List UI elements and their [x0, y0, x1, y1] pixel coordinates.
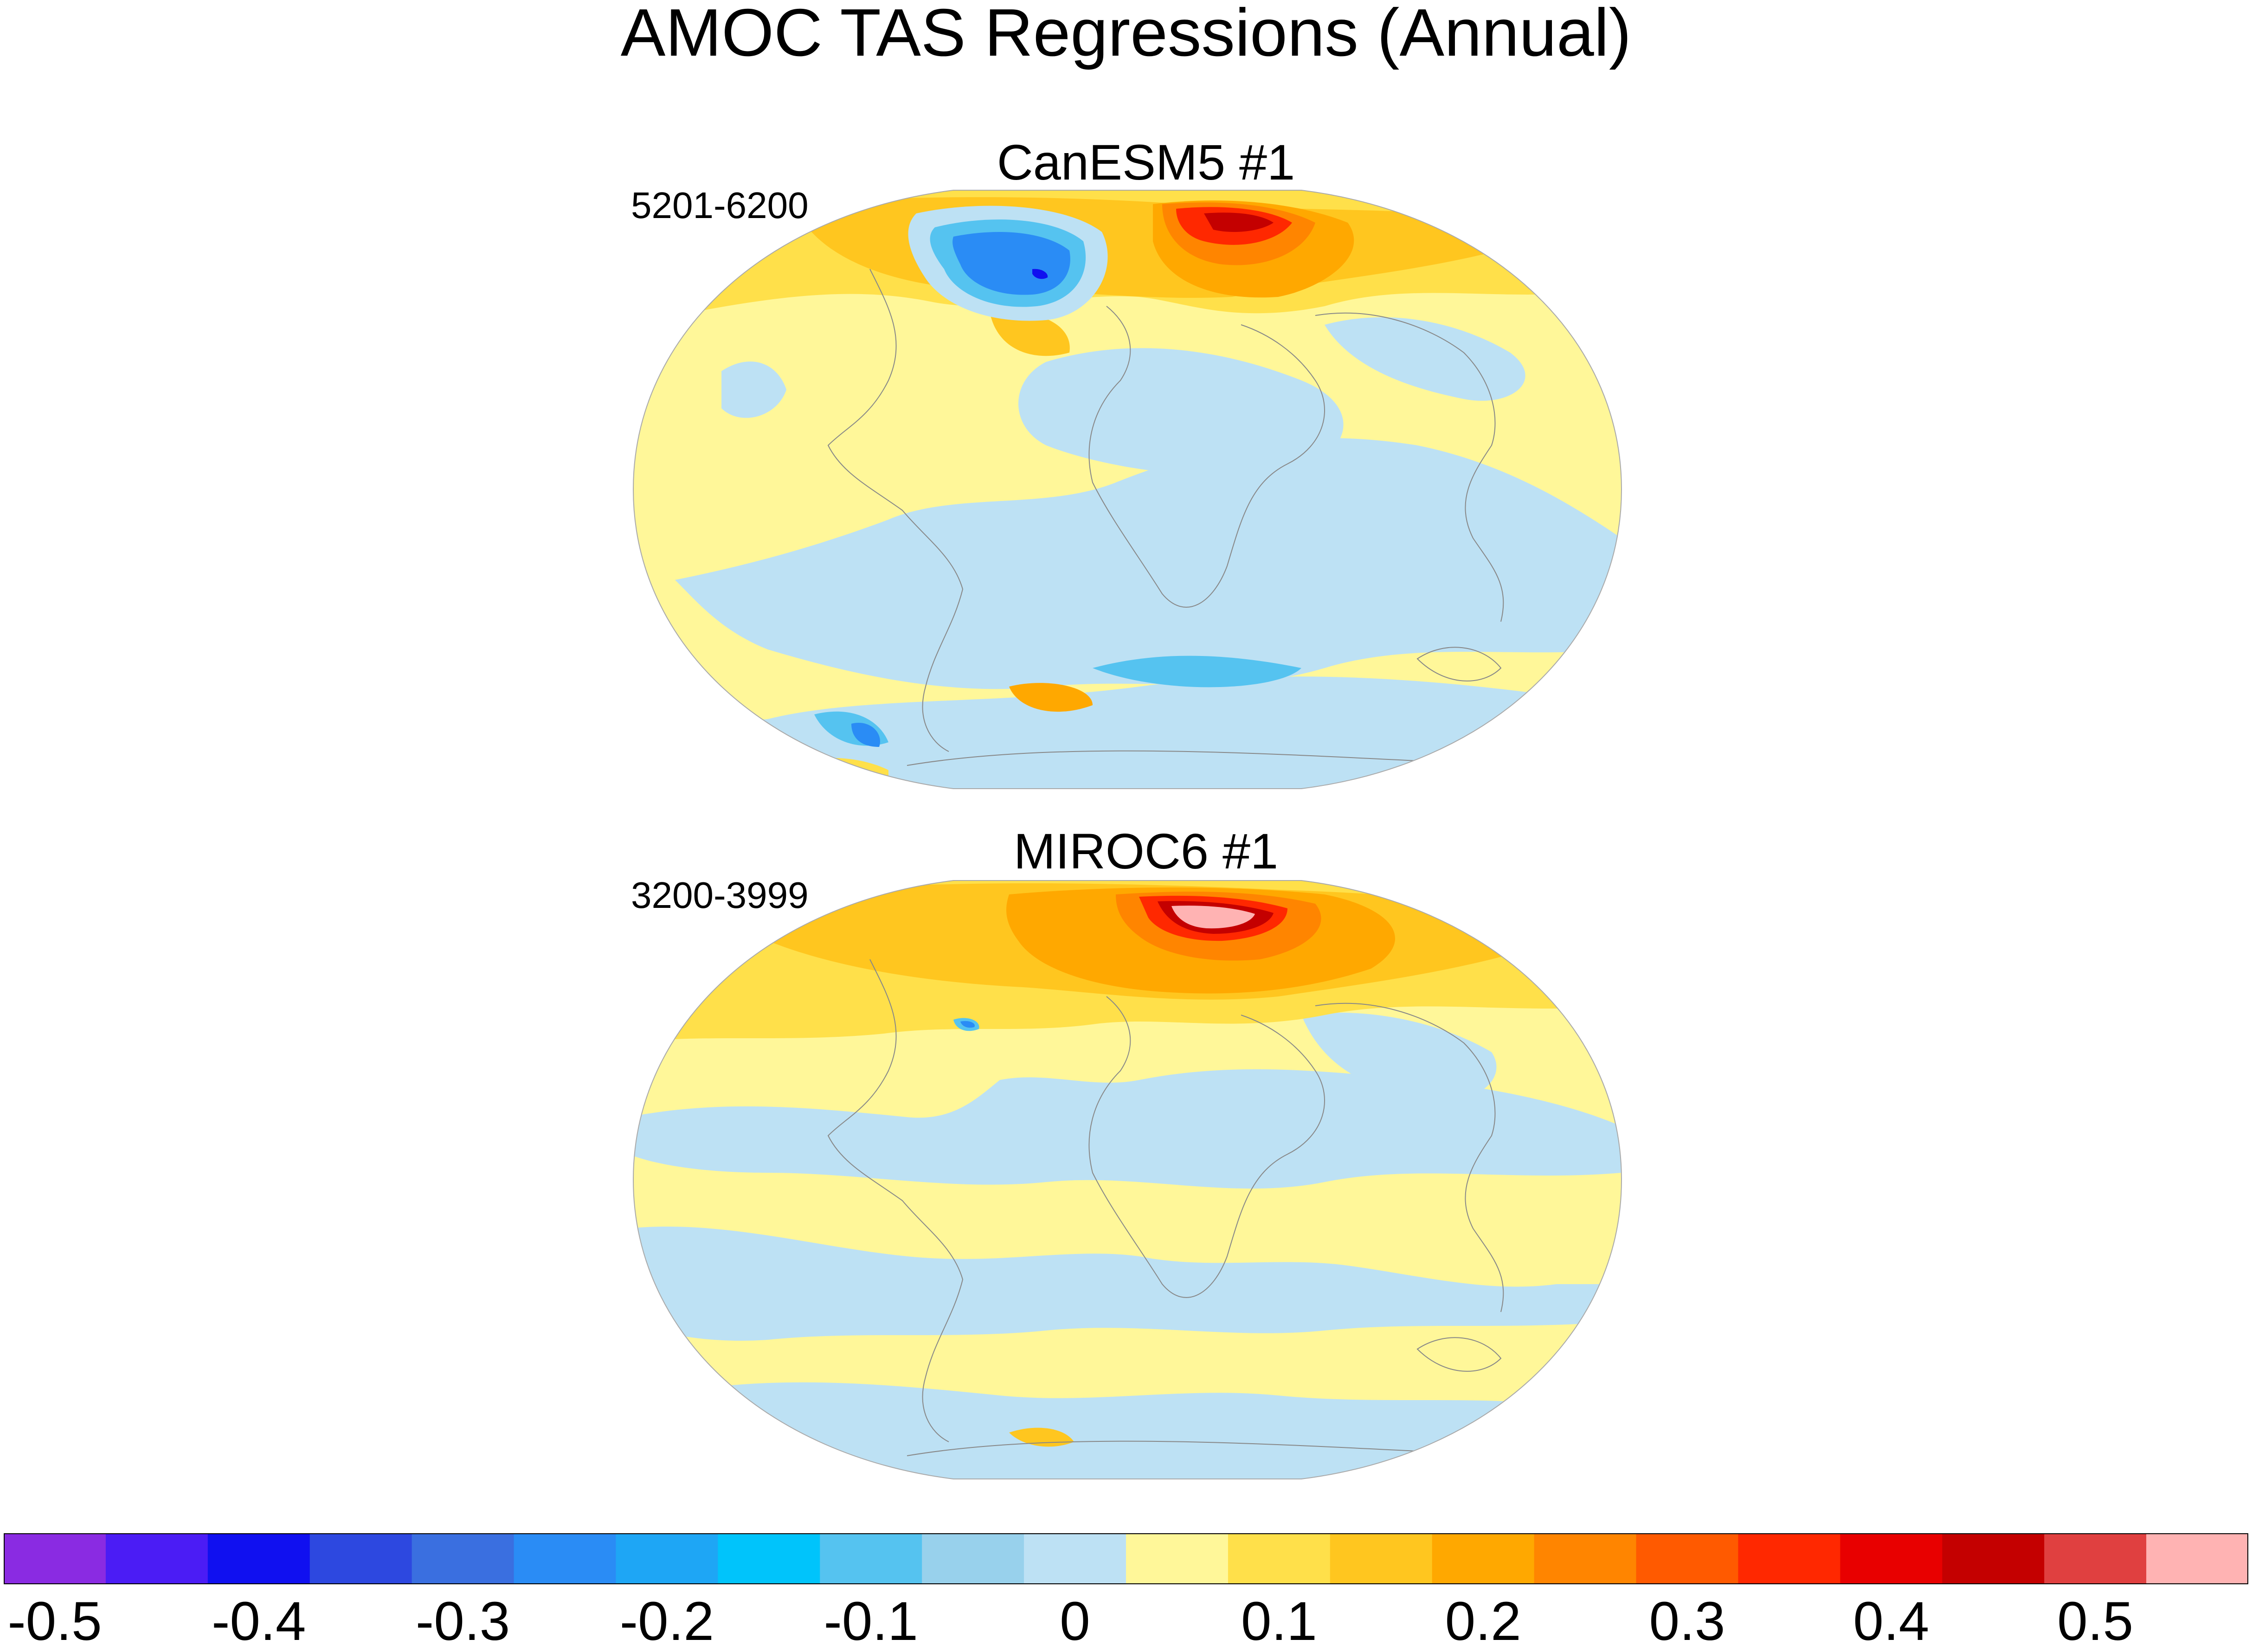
- panel-2-title: MIROC6 #1: [1013, 823, 1279, 879]
- colorbar-swatch: [1126, 1533, 1229, 1584]
- panel-2-period: 3200-3999: [631, 874, 809, 916]
- colorbar-swatch: [718, 1533, 820, 1584]
- colorbar: [4, 1533, 2249, 1584]
- colorbar-tick-label: 0.4: [1853, 1591, 1930, 1652]
- colorbar-tick-label: 0.2: [1445, 1591, 1521, 1652]
- colorbar-swatch: [1534, 1533, 1637, 1584]
- colorbar-swatch: [207, 1533, 310, 1584]
- colorbar-swatch: [922, 1533, 1024, 1584]
- panel-1-map: [629, 186, 1626, 798]
- colorbar-tick-label: 0.1: [1241, 1591, 1317, 1652]
- colorbar-tick-label: 0.3: [1649, 1591, 1725, 1652]
- colorbar-swatch: [1636, 1533, 1738, 1584]
- colorbar-swatch: [1738, 1533, 1840, 1584]
- panel-1-title: CanESM5 #1: [997, 134, 1295, 190]
- colorbar-tick-label: -0.5: [7, 1591, 102, 1652]
- colorbar-tick-label: -0.2: [619, 1591, 714, 1652]
- colorbar-swatch: [820, 1533, 922, 1584]
- colorbar-swatch: [309, 1533, 412, 1584]
- colorbar-tick-label: 0.5: [2057, 1591, 2134, 1652]
- colorbar-swatch: [514, 1533, 616, 1584]
- colorbar-tick-label: -0.4: [212, 1591, 306, 1652]
- colorbar-tick-label: -0.1: [824, 1591, 918, 1652]
- colorbar-swatch: [1432, 1533, 1535, 1584]
- figure-title: AMOC TAS Regressions (Annual): [620, 0, 1632, 70]
- colorbar-swatch: [2146, 1533, 2249, 1584]
- colorbar-tick-label: -0.3: [415, 1591, 510, 1652]
- colorbar-swatch: [1228, 1533, 1331, 1584]
- panel-2-map: [629, 876, 1626, 1488]
- colorbar-swatch: [1942, 1533, 2045, 1584]
- colorbar-swatch: [1840, 1533, 1943, 1584]
- panel-1-period: 5201-6200: [631, 185, 809, 226]
- colorbar-swatch: [1330, 1533, 1433, 1584]
- colorbar-swatch: [4, 1533, 106, 1584]
- colorbar-swatch: [412, 1533, 515, 1584]
- colorbar-frame: [4, 1533, 2248, 1584]
- colorbar-swatch: [2044, 1533, 2147, 1584]
- colorbar-tick-label: 0: [1060, 1591, 1090, 1652]
- colorbar-swatch: [105, 1533, 208, 1584]
- colorbar-swatch: [616, 1533, 718, 1584]
- colorbar-swatch: [1024, 1533, 1126, 1584]
